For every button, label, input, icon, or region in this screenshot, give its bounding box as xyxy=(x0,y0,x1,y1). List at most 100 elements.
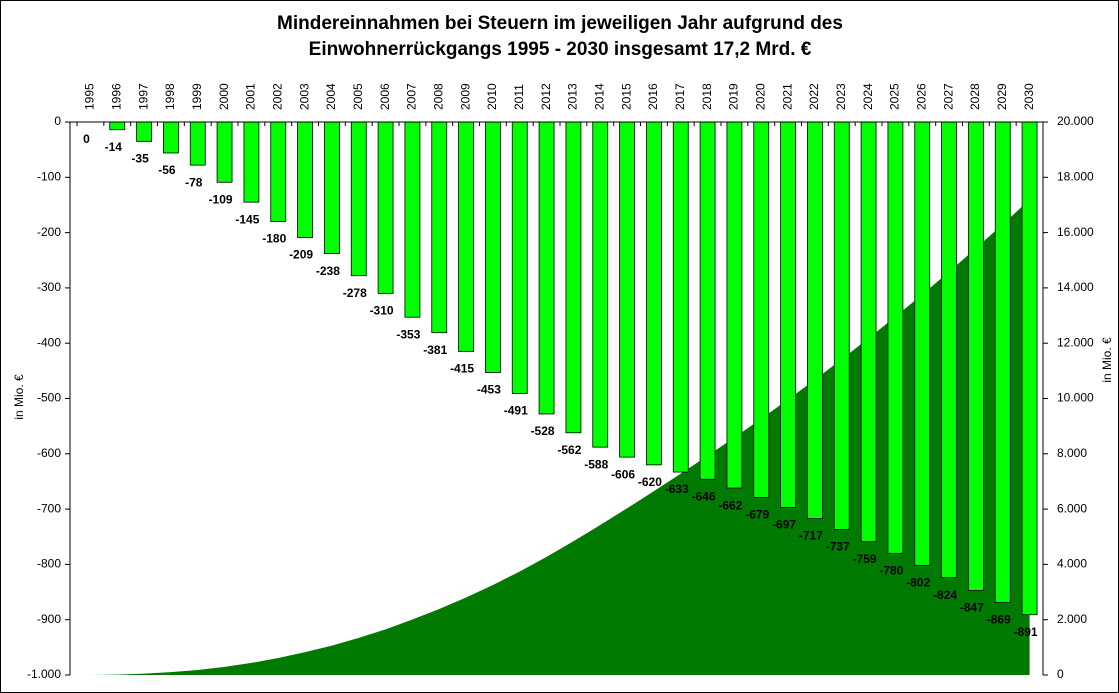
bar xyxy=(377,121,394,294)
bar xyxy=(189,121,206,166)
y2-tick-label: 18.000 xyxy=(1057,169,1094,183)
bar xyxy=(163,121,179,154)
x-tick-label: 1997 xyxy=(136,83,150,110)
x-tick-label: 2025 xyxy=(888,83,902,110)
data-label: -56 xyxy=(158,163,176,177)
bar xyxy=(431,121,448,334)
bar xyxy=(699,121,716,480)
bar xyxy=(109,121,126,131)
y-tick-label: -300 xyxy=(37,280,61,294)
x-tick-label: 1998 xyxy=(163,83,177,110)
data-label: -145 xyxy=(235,212,259,226)
bar xyxy=(297,121,313,238)
x-tick-label: 2017 xyxy=(673,83,687,110)
y2-tick-label: 8.000 xyxy=(1057,446,1087,460)
y-tick-label: 0 xyxy=(54,114,61,128)
x-tick-label: 2008 xyxy=(431,83,445,110)
x-tick-label: 1996 xyxy=(109,83,123,110)
y2-tick-label: 10.000 xyxy=(1057,391,1094,405)
x-tick-label: 1999 xyxy=(190,83,204,110)
bar xyxy=(511,121,528,394)
bar xyxy=(968,121,984,591)
bar xyxy=(726,121,743,489)
bar xyxy=(216,121,233,183)
x-tick-label: 2020 xyxy=(753,83,767,110)
y2-tick-label: 12.000 xyxy=(1057,335,1094,349)
y-tick-label: -900 xyxy=(37,612,61,626)
bar xyxy=(833,121,850,530)
data-label: -633 xyxy=(665,482,689,496)
data-label: -847 xyxy=(960,601,984,615)
y-axis-label: in Mio. € xyxy=(12,374,26,420)
data-label: -717 xyxy=(799,529,823,543)
x-tick-label: 1995 xyxy=(83,83,97,110)
data-label: 0 xyxy=(83,132,90,146)
data-label: -180 xyxy=(262,232,286,246)
data-label: -310 xyxy=(370,304,394,318)
x-tick-label: 2012 xyxy=(539,83,553,110)
data-label: -620 xyxy=(638,475,662,489)
y2-axis-label: in Mio. € xyxy=(1100,337,1114,383)
x-tick-label: 2026 xyxy=(914,83,928,110)
y2-tick-label: 0 xyxy=(1057,667,1064,681)
bar xyxy=(538,121,555,415)
y2-tick-label: 4.000 xyxy=(1057,557,1087,571)
data-label: -759 xyxy=(853,552,877,566)
x-tick-label: 2013 xyxy=(566,83,580,110)
data-label: -278 xyxy=(343,286,367,300)
y-tick-label: -400 xyxy=(37,335,61,349)
bar xyxy=(592,121,609,448)
data-label: -415 xyxy=(450,362,474,376)
x-tick-label: 2006 xyxy=(378,83,392,110)
x-tick-label: 2023 xyxy=(834,83,848,110)
data-label: -109 xyxy=(209,192,233,206)
bar xyxy=(887,121,904,554)
y2-tick-label: 2.000 xyxy=(1057,612,1087,626)
x-tick-label: 2029 xyxy=(995,83,1009,110)
x-tick-label: 2018 xyxy=(700,83,714,110)
x-tick-label: 2004 xyxy=(324,83,338,110)
y-tick-label: -500 xyxy=(37,391,61,405)
y-tick-label: -200 xyxy=(37,225,61,239)
bar xyxy=(646,121,662,466)
y-tick-label: -100 xyxy=(37,169,61,183)
y2-tick-label: 20.000 xyxy=(1057,114,1094,128)
x-tick-label: 2019 xyxy=(727,83,741,110)
chart-title: Mindereinnahmen bei Steuern im jeweilige… xyxy=(277,13,843,34)
x-tick-label: 2010 xyxy=(485,83,499,110)
bar xyxy=(458,121,474,352)
data-label: -209 xyxy=(289,248,313,262)
bar xyxy=(404,121,421,318)
bar xyxy=(270,121,287,222)
data-label: -381 xyxy=(423,343,447,357)
data-label: -891 xyxy=(1014,625,1038,639)
data-label: -646 xyxy=(692,489,716,503)
data-label: -238 xyxy=(316,264,340,278)
data-label: -824 xyxy=(933,588,957,602)
bar xyxy=(136,121,152,142)
data-label: -528 xyxy=(531,424,555,438)
x-tick-label: 2005 xyxy=(351,83,365,110)
bar xyxy=(350,121,367,277)
bar xyxy=(807,121,823,519)
area xyxy=(90,199,1030,675)
x-tick-label: 2014 xyxy=(592,83,606,110)
data-label: -802 xyxy=(906,576,930,590)
bar xyxy=(994,121,1011,603)
bar xyxy=(619,121,635,458)
data-label: -679 xyxy=(745,508,769,522)
data-label: -780 xyxy=(879,564,903,578)
bar xyxy=(672,121,689,473)
x-tick-label: 2003 xyxy=(297,83,311,110)
data-label: -353 xyxy=(396,327,420,341)
y2-tick-label: 6.000 xyxy=(1057,501,1087,515)
x-tick-label: 2028 xyxy=(968,83,982,110)
y-tick-label: -800 xyxy=(37,557,61,571)
y-tick-label: -1.000 xyxy=(27,667,61,681)
x-tick-label: 2021 xyxy=(780,83,794,110)
x-tick-label: 2007 xyxy=(405,83,419,110)
x-tick-label: 2015 xyxy=(619,83,633,110)
x-tick-label: 2030 xyxy=(1022,83,1036,110)
chart-subtitle: Einwohnerrückgangs 1995 - 2030 insgesamt… xyxy=(309,39,812,60)
